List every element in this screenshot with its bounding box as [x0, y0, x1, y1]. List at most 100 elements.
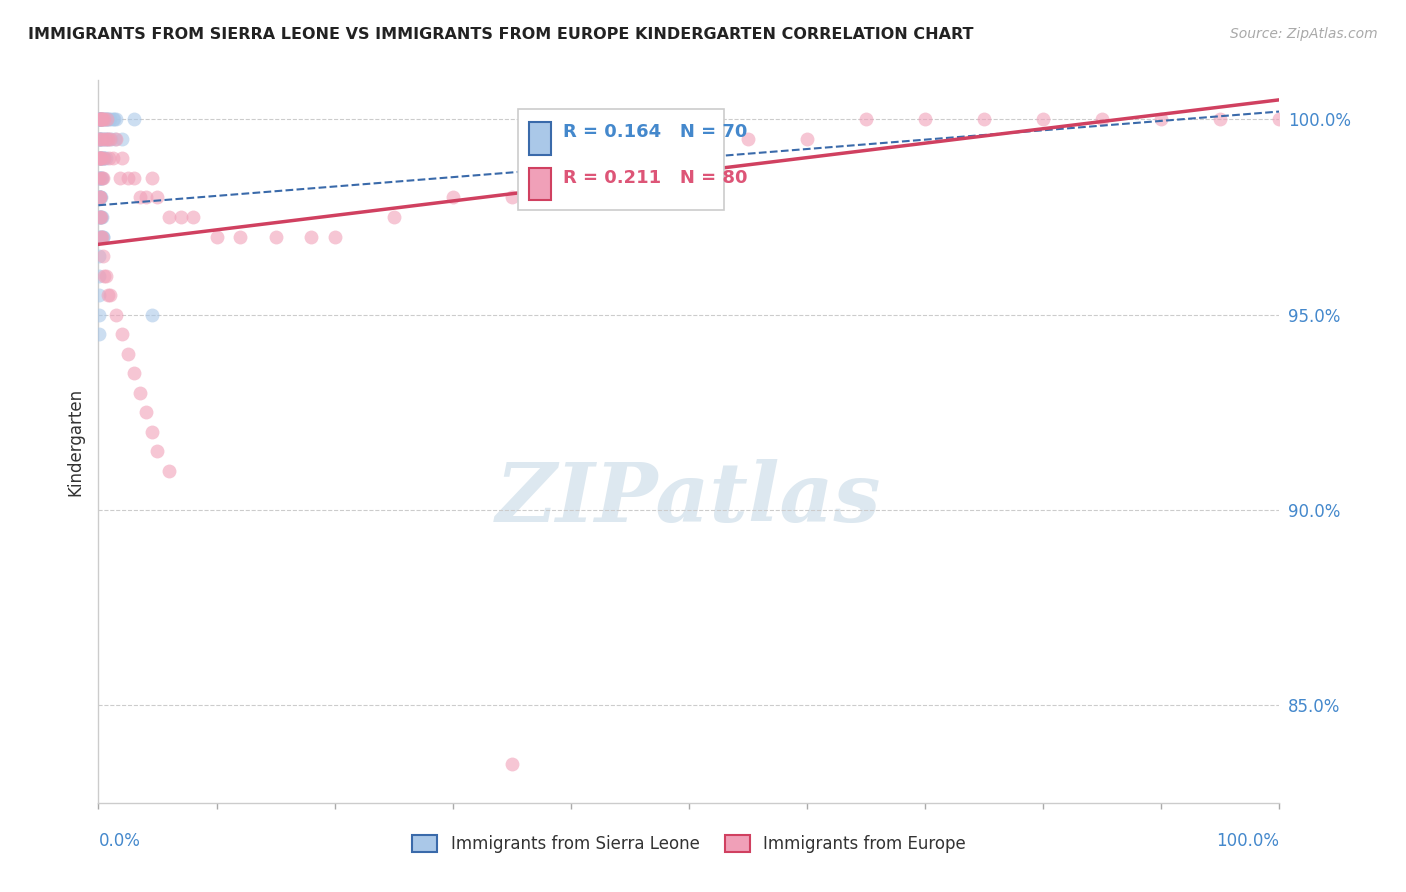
Y-axis label: Kindergarten: Kindergarten — [66, 387, 84, 496]
Point — [89, 170, 111, 185]
Point — [105, 132, 128, 146]
Point — [135, 405, 157, 419]
Text: 100.0%: 100.0% — [1216, 831, 1279, 850]
Text: 0.0%: 0.0% — [98, 831, 141, 850]
Point — [89, 132, 111, 146]
Point — [264, 229, 287, 244]
Point — [111, 132, 134, 146]
Text: Source: ZipAtlas.com: Source: ZipAtlas.com — [1230, 27, 1378, 41]
Point — [93, 268, 115, 283]
Point — [441, 190, 464, 204]
Point — [619, 152, 641, 166]
Point — [205, 229, 228, 244]
Point — [87, 112, 110, 127]
Point — [94, 112, 117, 127]
Point — [93, 112, 115, 127]
Text: R = 0.211   N = 80: R = 0.211 N = 80 — [562, 169, 747, 187]
Point — [229, 229, 252, 244]
Point — [973, 112, 995, 127]
Point — [101, 152, 124, 166]
Point — [170, 210, 193, 224]
Point — [87, 170, 110, 185]
Point — [89, 190, 111, 204]
Point — [94, 112, 117, 127]
Point — [98, 112, 121, 127]
Point — [89, 229, 111, 244]
Point — [90, 210, 112, 224]
Point — [97, 288, 120, 302]
Point — [737, 132, 759, 146]
Point — [98, 152, 121, 166]
Point — [90, 112, 112, 127]
Point — [90, 152, 112, 166]
Point — [91, 210, 114, 224]
Point — [98, 112, 121, 127]
Point — [94, 132, 117, 146]
Point — [91, 112, 114, 127]
Point — [100, 132, 122, 146]
Point — [87, 112, 110, 127]
Point — [90, 210, 112, 224]
Point — [89, 210, 111, 224]
Point — [1032, 112, 1054, 127]
Point — [90, 170, 112, 185]
Point — [91, 112, 114, 127]
FancyBboxPatch shape — [517, 109, 724, 211]
Point — [87, 210, 110, 224]
Point — [90, 152, 112, 166]
Point — [87, 327, 110, 342]
Point — [89, 210, 111, 224]
Point — [89, 190, 111, 204]
Point — [1209, 112, 1232, 127]
Text: IMMIGRANTS FROM SIERRA LEONE VS IMMIGRANTS FROM EUROPE KINDERGARTEN CORRELATION : IMMIGRANTS FROM SIERRA LEONE VS IMMIGRAN… — [28, 27, 973, 42]
Point — [96, 112, 118, 127]
Point — [89, 170, 111, 185]
Point — [91, 170, 114, 185]
Point — [91, 170, 114, 185]
Point — [87, 152, 110, 166]
Point — [91, 112, 114, 127]
Point — [89, 190, 111, 204]
Point — [146, 444, 169, 458]
Point — [89, 152, 111, 166]
Point — [90, 112, 112, 127]
Point — [90, 190, 112, 204]
Point — [90, 132, 112, 146]
Point — [97, 132, 120, 146]
Point — [796, 132, 818, 146]
Point — [914, 112, 936, 127]
Point — [90, 152, 112, 166]
Point — [89, 152, 111, 166]
Point — [108, 170, 131, 185]
Point — [299, 229, 322, 244]
Point — [87, 152, 110, 166]
Point — [93, 152, 115, 166]
Point — [91, 112, 114, 127]
Point — [90, 229, 112, 244]
Point — [89, 152, 111, 166]
Point — [90, 112, 112, 127]
Point — [128, 190, 150, 204]
Point — [94, 132, 117, 146]
Point — [87, 229, 110, 244]
Point — [104, 132, 127, 146]
Point — [89, 112, 111, 127]
Point — [1150, 112, 1173, 127]
Point — [103, 112, 125, 127]
Point — [87, 112, 110, 127]
Point — [501, 190, 523, 204]
Point — [93, 112, 115, 127]
Point — [111, 152, 134, 166]
Point — [91, 229, 114, 244]
Point — [111, 327, 134, 342]
Point — [89, 190, 111, 204]
Point — [157, 464, 180, 478]
Point — [91, 152, 114, 166]
Bar — [530, 168, 551, 200]
Point — [141, 308, 163, 322]
Point — [97, 132, 120, 146]
Point — [91, 229, 114, 244]
Point — [1268, 112, 1291, 127]
Point — [1091, 112, 1114, 127]
Point — [87, 268, 110, 283]
